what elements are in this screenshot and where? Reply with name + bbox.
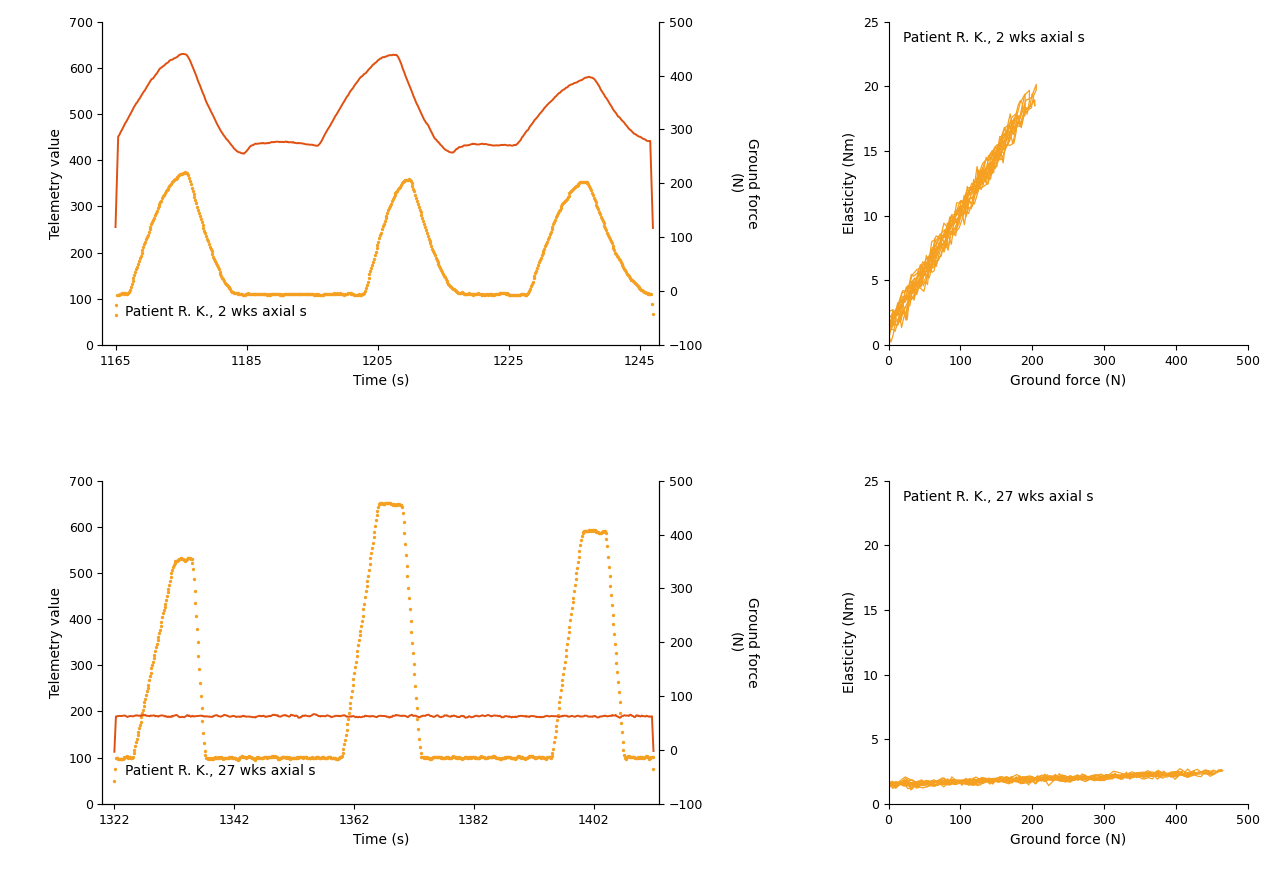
Y-axis label: Elasticity (Nm): Elasticity (Nm) (844, 132, 858, 235)
X-axis label: Ground force (N): Ground force (N) (1010, 373, 1126, 388)
Text: Patient R. K., 27 wks axial s: Patient R. K., 27 wks axial s (124, 764, 315, 778)
X-axis label: Time (s): Time (s) (353, 833, 410, 846)
X-axis label: Ground force (N): Ground force (N) (1010, 833, 1126, 846)
Text: Patient R. K., 2 wks axial s: Patient R. K., 2 wks axial s (124, 305, 306, 319)
Y-axis label: Elasticity (Nm): Elasticity (Nm) (844, 591, 858, 693)
Y-axis label: Ground force
(N): Ground force (N) (728, 138, 759, 229)
Y-axis label: Telemetry value: Telemetry value (49, 128, 63, 239)
Text: Patient R. K., 27 wks axial s: Patient R. K., 27 wks axial s (902, 490, 1093, 504)
Y-axis label: Ground force
(N): Ground force (N) (728, 597, 759, 687)
X-axis label: Time (s): Time (s) (353, 373, 410, 388)
Text: Patient R. K., 2 wks axial s: Patient R. K., 2 wks axial s (902, 31, 1084, 45)
Y-axis label: Telemetry value: Telemetry value (49, 587, 63, 698)
